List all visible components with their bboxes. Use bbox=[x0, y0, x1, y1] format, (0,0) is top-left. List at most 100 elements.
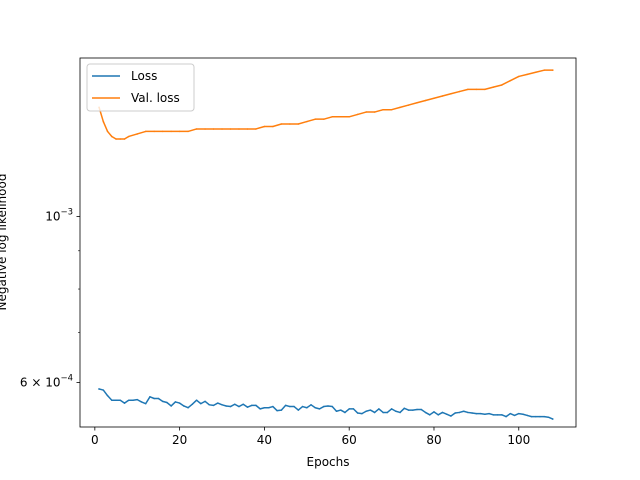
data-point bbox=[433, 97, 435, 99]
data-point bbox=[144, 402, 147, 405]
data-point bbox=[238, 128, 240, 130]
data-point bbox=[246, 406, 249, 408]
data-point bbox=[166, 401, 168, 404]
data-point bbox=[111, 399, 113, 401]
data-point bbox=[420, 408, 423, 411]
data-point bbox=[123, 138, 126, 140]
data-point bbox=[297, 409, 300, 411]
data-point bbox=[348, 408, 350, 410]
data-point bbox=[144, 130, 147, 133]
data-point bbox=[458, 90, 461, 93]
plot-area-border bbox=[79, 57, 577, 428]
data-point bbox=[204, 400, 206, 403]
data-point bbox=[526, 414, 528, 417]
data-point bbox=[530, 415, 533, 418]
data-point bbox=[416, 408, 418, 411]
data-point bbox=[361, 412, 363, 415]
data-point bbox=[280, 409, 283, 411]
data-point bbox=[339, 116, 342, 118]
data-point bbox=[369, 409, 372, 411]
data-point bbox=[509, 79, 512, 82]
data-point bbox=[157, 397, 160, 400]
data-point bbox=[501, 84, 503, 86]
x-tick-label: 0 bbox=[91, 433, 99, 447]
data-point bbox=[428, 414, 431, 416]
data-point bbox=[403, 407, 406, 410]
data-point bbox=[106, 394, 109, 397]
data-point bbox=[102, 389, 105, 391]
data-point bbox=[102, 120, 105, 123]
data-point bbox=[331, 405, 333, 408]
data-point bbox=[204, 128, 206, 130]
data-point bbox=[255, 128, 257, 130]
data-point bbox=[178, 402, 181, 404]
y-tick-label: 10−3 bbox=[45, 208, 73, 224]
data-point bbox=[297, 123, 300, 125]
data-point bbox=[191, 403, 194, 405]
data-point bbox=[441, 95, 444, 97]
data-point bbox=[170, 130, 172, 133]
data-point bbox=[161, 400, 164, 403]
data-point bbox=[250, 404, 253, 407]
data-point bbox=[140, 401, 143, 403]
data-point bbox=[149, 396, 151, 398]
data-point bbox=[450, 93, 452, 95]
data-point bbox=[195, 399, 198, 401]
data-point bbox=[284, 404, 287, 407]
data-point bbox=[505, 415, 507, 418]
data-point bbox=[475, 412, 478, 415]
data-point bbox=[445, 413, 448, 415]
data-point bbox=[119, 399, 122, 401]
data-point bbox=[323, 405, 325, 408]
data-point bbox=[153, 397, 155, 400]
data-point bbox=[242, 403, 244, 405]
data-point bbox=[475, 88, 478, 91]
data-point bbox=[390, 408, 393, 410]
data-point bbox=[187, 406, 189, 409]
data-point bbox=[518, 75, 520, 78]
data-point bbox=[106, 130, 109, 133]
data-point bbox=[437, 414, 439, 416]
data-point bbox=[195, 128, 198, 130]
data-point bbox=[412, 409, 414, 411]
data-point bbox=[306, 406, 308, 409]
series-points-1 bbox=[98, 69, 554, 140]
x-tick-label: 60 bbox=[342, 433, 357, 447]
data-point bbox=[509, 412, 512, 415]
y-axis-label: Negative log likelihood bbox=[0, 174, 9, 311]
data-point bbox=[115, 138, 117, 140]
data-point bbox=[492, 414, 495, 416]
data-point bbox=[484, 413, 486, 415]
data-point bbox=[272, 125, 274, 128]
data-point bbox=[522, 413, 524, 415]
data-point bbox=[526, 73, 528, 76]
data-point bbox=[229, 128, 232, 130]
data-point bbox=[132, 399, 134, 401]
data-point bbox=[488, 412, 490, 415]
data-point bbox=[534, 415, 537, 418]
data-point bbox=[382, 411, 384, 414]
x-axis-label: Epochs bbox=[307, 455, 350, 469]
data-point bbox=[212, 128, 215, 130]
data-point bbox=[365, 111, 367, 113]
data-point bbox=[454, 412, 456, 414]
data-point bbox=[111, 135, 113, 138]
legend: Loss Val. loss bbox=[86, 63, 195, 112]
data-point bbox=[356, 412, 359, 414]
data-point bbox=[416, 102, 418, 104]
data-point bbox=[221, 404, 223, 406]
data-point bbox=[458, 411, 461, 414]
data-point bbox=[513, 414, 516, 417]
data-point bbox=[462, 410, 465, 412]
data-point bbox=[306, 120, 308, 123]
data-point bbox=[378, 408, 380, 410]
data-point bbox=[518, 412, 520, 415]
data-point bbox=[170, 405, 172, 407]
data-point bbox=[246, 128, 249, 130]
data-point bbox=[272, 405, 274, 408]
data-point bbox=[373, 411, 376, 414]
data-point bbox=[267, 406, 270, 409]
data-point bbox=[318, 408, 321, 410]
series-line-1 bbox=[98, 69, 554, 140]
data-point bbox=[471, 412, 473, 414]
